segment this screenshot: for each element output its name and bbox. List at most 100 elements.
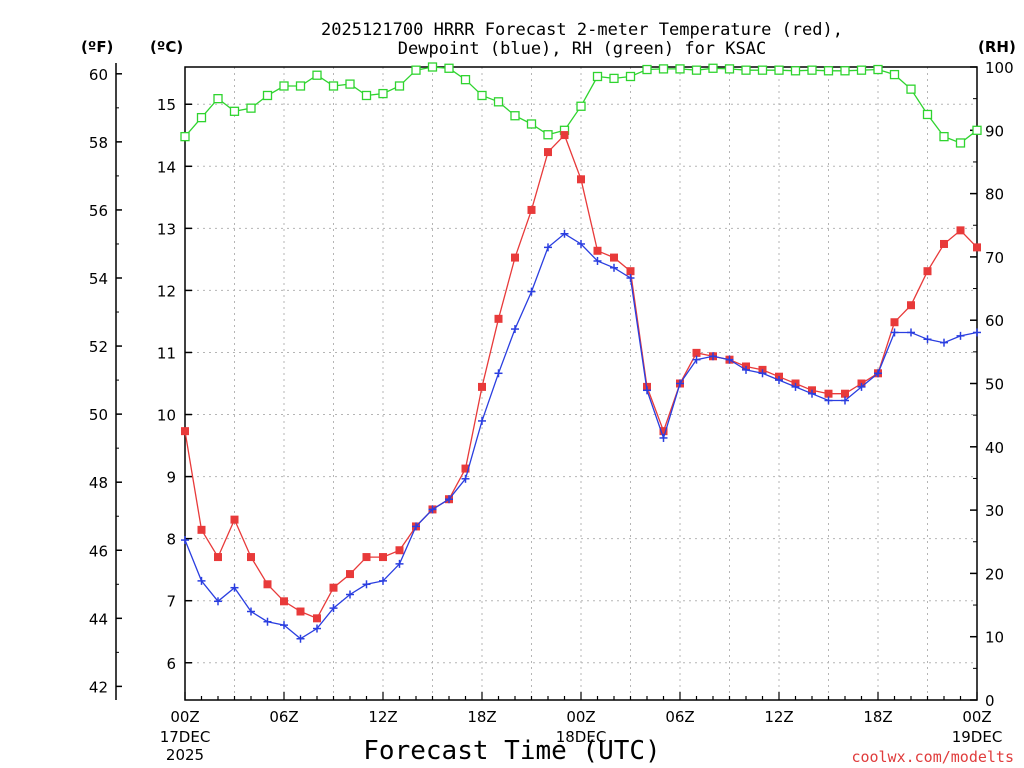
dewpoint-point: [758, 369, 767, 378]
tick-label-rh: 50: [985, 376, 1004, 394]
date-label: 18DEC: [556, 728, 607, 746]
rh-point: [543, 130, 553, 140]
temperature-point: [907, 301, 915, 310]
rh-point: [873, 64, 883, 75]
dewpoint-point: [841, 396, 849, 405]
temperature-point: [379, 553, 387, 562]
tick-label-fahrenheit: 42: [89, 678, 108, 696]
tick-label-fahrenheit: 58: [89, 134, 108, 152]
series-dewpoint: [181, 229, 981, 643]
rh-point: [345, 79, 355, 89]
dewpoint-point: [560, 229, 569, 238]
dewpoint-point: [742, 365, 750, 374]
rh-point: [295, 81, 306, 91]
temperature-point: [346, 570, 354, 579]
date-label: 19DEC: [952, 728, 1003, 746]
unit-label-fahrenheit: (ºF): [81, 38, 113, 56]
rh-point: [378, 88, 388, 99]
rh-point: [840, 66, 850, 76]
rh-point: [246, 103, 256, 113]
temperature-point: [197, 525, 206, 534]
dewpoint-point: [890, 328, 899, 337]
temperature-point: [313, 614, 321, 623]
chart-title-line-2: Dewpoint (blue), RH (green) for KSAC: [398, 39, 766, 59]
dewpoint-point: [494, 369, 503, 378]
temperature-point: [560, 131, 569, 140]
series-rh: [180, 62, 982, 148]
tick-label-x: 18Z: [467, 708, 496, 726]
dewpoint-point: [461, 474, 470, 483]
tick-label-rh: 70: [985, 249, 1004, 267]
dewpoint-point: [379, 576, 387, 585]
rh-point: [493, 97, 504, 107]
dewpoint-point: [907, 328, 915, 337]
temperature-point: [214, 553, 222, 562]
temperature-point: [973, 243, 981, 252]
dewpoint-point: [577, 239, 585, 248]
rh-point: [790, 66, 801, 76]
tick-label-celsius: 9: [166, 469, 176, 487]
tick-label-celsius: 6: [166, 655, 176, 673]
dewpoint-point: [791, 382, 800, 391]
tick-label-celsius: 14: [157, 158, 176, 176]
temperature-point: [610, 253, 618, 262]
grid: [185, 67, 977, 700]
tick-label-celsius: 10: [157, 407, 176, 425]
tick-label-celsius: 15: [157, 96, 176, 114]
chart-title-line-1: 2025121700 HRRR Forecast 2-meter Tempera…: [321, 20, 843, 40]
rh-point: [576, 101, 586, 111]
dewpoint-point: [643, 386, 651, 395]
dewpoint-point: [956, 331, 965, 340]
rh-point: [774, 65, 784, 75]
temperature-point: [461, 464, 470, 473]
credit-text: coolwx.com/modelts: [851, 748, 1014, 766]
rh-point: [642, 64, 652, 75]
rh-point: [691, 65, 702, 75]
dewpoint-point: [659, 433, 668, 442]
dewpoint-point: [709, 352, 717, 361]
y-axis-celsius: 6 7 8 9 10 11 12 13 14 15: [157, 96, 192, 673]
temperature-point: [824, 389, 833, 398]
rh-point: [328, 81, 339, 91]
tick-label-celsius: 11: [157, 344, 176, 362]
temperature-point: [692, 348, 701, 357]
temperature-point: [280, 597, 288, 606]
rh-point: [526, 119, 537, 129]
unit-label-celsius: (ºC): [150, 38, 183, 56]
dewpoint-point: [808, 389, 816, 398]
tick-label-fahrenheit: 46: [89, 542, 108, 560]
y-axis-fahrenheit: 42 44 46 48 50 52 54 56 58 60: [89, 63, 122, 700]
temperature-point: [511, 253, 519, 262]
rh-point: [823, 66, 834, 76]
dewpoint-point: [247, 607, 255, 616]
rh-point: [444, 63, 454, 73]
dewpoint-point: [676, 379, 684, 388]
rh-point: [625, 71, 636, 82]
temperature-point: [527, 205, 536, 214]
rh-point: [312, 70, 322, 80]
rh-point: [229, 106, 240, 116]
temperature-point: [329, 583, 338, 592]
tick-label-fahrenheit: 52: [89, 338, 108, 356]
dewpoint-point: [478, 416, 486, 425]
tick-label-x: 00Z: [566, 708, 595, 726]
dewpoint-point: [775, 376, 783, 385]
dewpoint-point: [511, 325, 519, 334]
tick-label-x: 06Z: [665, 708, 694, 726]
dewpoint-point: [593, 256, 602, 265]
rh-point: [807, 65, 817, 75]
rh-point: [394, 81, 405, 91]
tick-label-rh: 80: [985, 186, 1004, 204]
rh-point: [939, 131, 949, 142]
temperature-point: [593, 246, 602, 255]
y-axis-rh: 0 10 20 30 40 50 60 70 80 90 100: [970, 59, 1014, 710]
tick-label-rh: 20: [985, 565, 1004, 583]
rh-point: [510, 111, 520, 121]
date-label: 17DEC: [160, 728, 211, 746]
rh-point: [708, 63, 718, 73]
tick-label-rh: 0: [985, 692, 995, 710]
dewpoint-point: [725, 355, 734, 364]
rh-point: [741, 65, 751, 75]
rh-point: [592, 71, 603, 82]
tick-label-celsius: 8: [166, 531, 176, 549]
